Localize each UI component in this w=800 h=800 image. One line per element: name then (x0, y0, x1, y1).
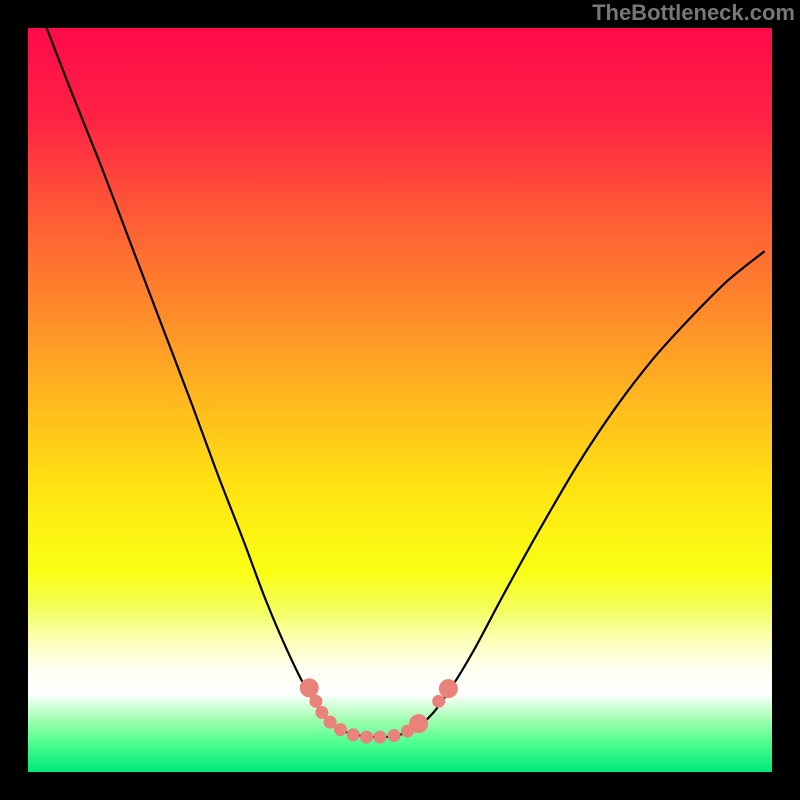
marker-point (374, 731, 386, 743)
marker-point (316, 706, 328, 718)
marker-point (361, 731, 373, 743)
chart-container: TheBottleneck.com (0, 0, 800, 800)
watermark-text: TheBottleneck.com (592, 0, 795, 26)
marker-point (410, 715, 428, 733)
marker-point (334, 724, 346, 736)
plot-area (28, 28, 772, 772)
marker-point (300, 679, 318, 697)
marker-point (347, 729, 359, 741)
gradient-background (28, 28, 772, 772)
marker-point (310, 695, 322, 707)
marker-point (433, 695, 445, 707)
marker-point (439, 680, 457, 698)
marker-point (388, 730, 400, 742)
marker-point (324, 716, 336, 728)
plot-svg (28, 28, 772, 772)
